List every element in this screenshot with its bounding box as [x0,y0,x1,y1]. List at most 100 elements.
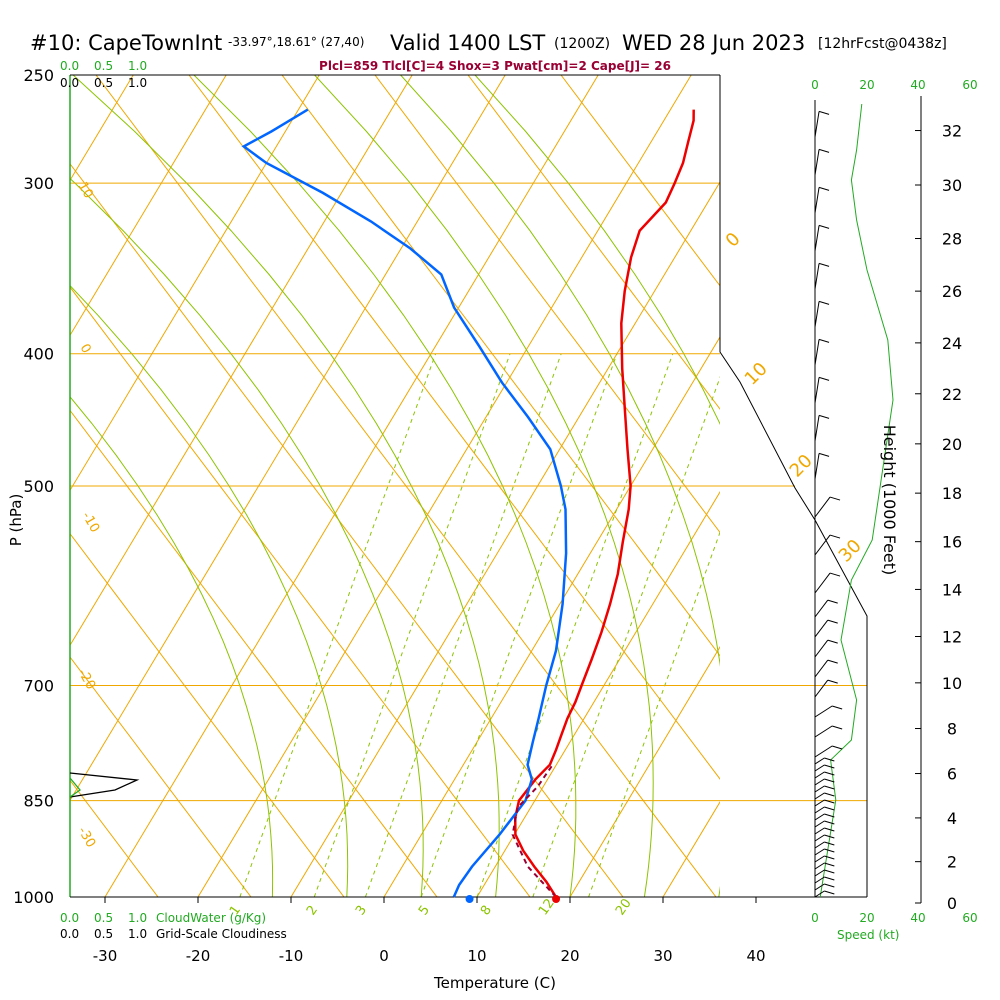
wind-barb-flag [824,841,835,846]
height-tick-label: 16 [942,533,962,552]
wind-speed-scale-label: 0 [811,911,819,925]
wind-barb [814,771,825,779]
height-tick-label: 18 [942,484,962,503]
wind-barb [814,619,829,638]
mixing-ratio-line [313,353,511,897]
cloudiness-label: Grid-Scale Cloudiness [156,927,287,941]
height-tick-label: 4 [947,809,957,828]
wind-barb [814,534,831,556]
wind-barb-flag [824,792,835,797]
mixing-ratio-label: 20 [613,896,635,918]
wind-barb-flag [824,820,835,825]
wind-barb [814,377,820,404]
wind-barb [814,848,825,856]
x-tick-label: 0 [379,947,389,965]
mixing-ratio-line [588,530,720,897]
pressure-tick-label: 300 [23,174,54,193]
height-tick-label: 2 [947,853,957,872]
wind-barb [814,745,833,758]
moist-adiabat-line [70,284,349,897]
x-tick-label: 20 [560,947,579,965]
dry-adiabat-line [70,532,345,897]
pressure-tick-label: 1000 [13,888,54,907]
wind-speed-scale-label: 20 [859,911,874,925]
wind-barb-flag [829,534,841,539]
wind-barb-flag [818,148,830,153]
cloud-water-scale-label: 0.0 [60,911,79,925]
isotherm-label: 10 [741,358,772,389]
isotherm-label: -30 [75,825,99,851]
wind-barb [814,827,825,835]
isotherm-label: -10 [79,510,103,536]
height-tick-label: 6 [947,765,957,784]
pressure-tick-label: 850 [23,792,54,811]
wind-barb [814,806,825,814]
wind-barb-flag [827,599,838,604]
x-tick-label: 10 [467,947,486,965]
wind-barb [814,764,825,772]
wind-barb [814,572,831,594]
x-axis-label: Temperature (C) [433,974,556,992]
wind-barb-flag [824,862,835,867]
wind-barb [814,855,825,863]
wind-barb-flag [818,110,830,115]
height-tick-label: 22 [942,385,962,404]
wind-barb-flag [818,224,830,229]
wind-profile [814,100,894,898]
wind-barb-flag [818,262,830,267]
wind-barb-flag [824,778,835,783]
wind-barb [814,679,829,698]
mixing-ratio-line [532,376,720,897]
wind-barb-flag [824,869,835,874]
wind-barb-flag [827,619,838,624]
wind-barb-flag [832,705,843,710]
wind-barb-flag [818,338,830,343]
cloudiness-scale-label: 1.0 [128,927,147,941]
wind-barb-flag [824,806,835,811]
wind-barb-flag [829,572,841,577]
height-tick-label: 8 [947,720,957,739]
y-axis-label: P (hPa) [7,494,25,547]
wind-barb [814,890,825,898]
surface-dewpoint-point [465,895,474,903]
wind-barb [814,778,825,786]
mixing-ratio-label: 8 [478,903,495,918]
surface-temperature-point [552,895,561,903]
moist-adiabat-line [70,177,424,897]
height-tick-label: 0 [947,894,957,913]
mixing-ratio-line [420,353,618,897]
wind-barb [814,725,833,738]
station-coords: -33.97°,18.61° (27,40) [228,35,364,49]
cloudiness-scale-label: 0.0 [60,76,79,90]
wind-barb [814,225,820,252]
cloud-water-label: CloudWater (g/Kg) [156,911,266,925]
wind-barb-flag [818,186,830,191]
moist-adiabat-line [474,75,720,425]
x-tick-label: -30 [93,947,118,965]
wind-barb-flag [832,745,843,750]
wind-barb [814,453,820,480]
wind-barb [814,757,825,765]
moist-adiabat-line [70,396,274,897]
height-tick-label: 32 [942,122,962,141]
wind-barb [814,705,833,718]
wind-barb-flag [818,414,830,419]
wind-barb [814,415,820,442]
isotherm-line [569,646,720,897]
valid-time: Valid 1400 LST [390,31,545,55]
wind-barb-flag [824,764,835,769]
wind-barb-flag [824,785,835,790]
dry-adiabat-line [467,75,720,410]
wind-barb [814,869,825,877]
wind-speed-scale-label: 0 [811,78,819,92]
valid-date: WED 28 Jun 2023 [622,31,805,55]
wind-barb-flag [824,876,835,881]
isotherm-label: 10 [75,180,96,202]
dry-adiabat-line [70,656,252,897]
wind-barb [814,820,825,828]
wind-barb [814,862,825,870]
moist-adiabat-line [400,75,720,897]
mixing-ratio-label: 5 [416,903,433,918]
moist-adiabat-lines [70,75,720,897]
wind-barb-flag [818,376,830,381]
